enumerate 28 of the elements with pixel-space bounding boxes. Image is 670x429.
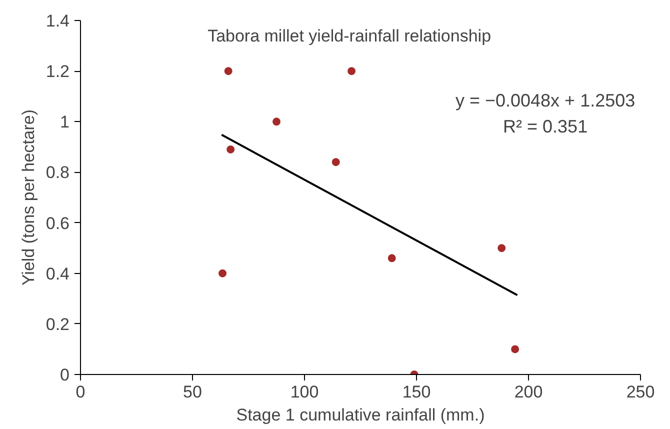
y-tick-label: 1.2 [46, 62, 70, 82]
point [348, 67, 356, 76]
y-axis-title: Yield (tons per hectare) [18, 109, 38, 286]
annotation: R² = 0.351 [503, 116, 588, 136]
y-tick-label: 0 [60, 366, 70, 384]
x-tick-label: 200 [514, 382, 543, 402]
point [498, 244, 506, 252]
point [226, 145, 235, 154]
x-tick-label: 50 [183, 382, 202, 402]
x-tick-label: 100 [290, 382, 319, 402]
annotation: y = −0.0048x + 1.2503 [455, 90, 636, 110]
point [218, 269, 227, 278]
x-tick-label: 0 [76, 382, 86, 402]
y-tick-label: 0.2 [46, 314, 70, 334]
point [224, 67, 232, 76]
point [511, 345, 520, 354]
y-tick-label: 0.6 [46, 214, 70, 233]
y-tick-label: 1.4 [46, 12, 70, 30]
x-axis-title: Stage 1 cumulative rainfall (mm.) [236, 406, 485, 424]
y-tick-label: 0.8 [46, 163, 70, 182]
x-tick-label: 250 [626, 382, 655, 402]
point [272, 118, 280, 126]
point [332, 158, 340, 166]
point [388, 254, 396, 262]
y-tick-label: 1 [60, 112, 70, 132]
y-tick-label: 0.4 [46, 264, 70, 284]
chart-title: Tabora millet yield-rainfall relationship [208, 26, 492, 46]
x-tick-label: 150 [402, 382, 431, 402]
